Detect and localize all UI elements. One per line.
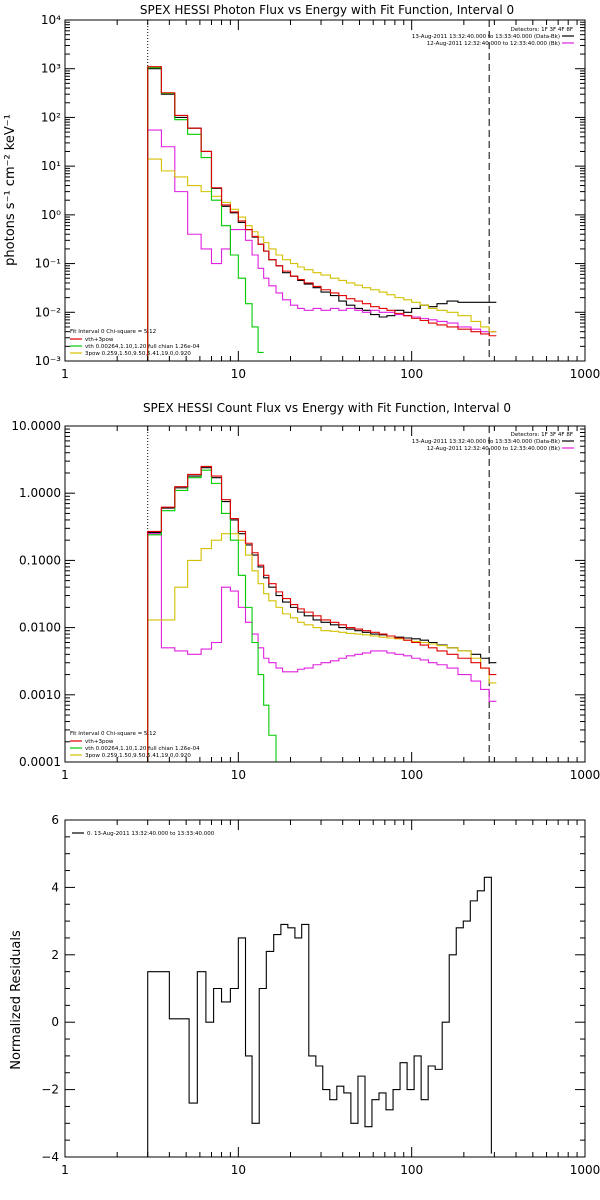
x-tick-label: 10 [231,768,246,782]
legend-data-label: 13-Aug-2011 13:32:40.000 to 13:33:40.000… [412,439,560,445]
legend-fit-total-label: vth+3pow [85,739,114,745]
fit-info-text: Fit Interval 0 Chi-square = 5.12 [70,731,156,737]
x-tick-label: 100 [400,1163,423,1177]
count-flux-frame [64,425,586,763]
y-tick-label: 0.0001 [19,755,61,769]
count-flux-ticks: 1 10 100 1000 0.0001 0.0010 0.0100 0.1000 1.0000… [11,419,600,782]
series-vth-line [147,67,264,361]
count-flux-detectors: Detectors: 1F 3F 4F 8F [511,432,573,438]
residuals-panel: Normalized Residuals 1 10 100 1000−4−20246 … [9,813,600,1177]
legend-fit-total-label: vth+3pow [85,337,114,343]
y-tick-label: 0 [51,1015,59,1029]
count-flux-panel: SPEX HESSI Count Flux vs Energy with Fit… [11,401,600,782]
x-tick-label: 100 [400,367,423,381]
photon-flux-title: SPEX HESSI Photon Flux vs Energy with Fi… [140,3,514,17]
photon-flux-panel: SPEX HESSI Photon Flux vs Energy with Fi… [3,3,600,381]
legend-bk-label: 12-Aug-2011 12:32:40.000 to 12:33:40.000… [427,446,560,452]
legend-fit-vth-label: vth 0.00264,1.10,1.20 full chian 1.26e-0… [85,344,200,350]
y-tick-label: 6 [51,813,59,827]
y-tick-label: 10¹ [41,159,61,173]
legend-fit-3pow-label: 3pow 0.259,1.50,9.50,5.41,19.0,0.920 [85,753,191,759]
series-3pow-line [147,533,497,762]
residuals-legend: 0. 13-Aug-2011 13:32:40.000 to 13:33:40.… [72,831,215,837]
series-12-aug-2011-12-32-40-000-to-12-33-40-000-bk-line [147,129,497,361]
y-tick-label: −2 [41,1083,59,1097]
residuals-ylabel: Normalized Residuals [9,930,24,1070]
y-tick-label: 10⁻² [35,305,62,319]
y-tick-label: 10⁻¹ [35,257,62,271]
series-13-aug-2011-13-32-40-000-to-13-33-40-000-data-bk-line [147,68,497,361]
residuals-line [147,876,492,1157]
legend-fit-vth-label: vth 0.00264,1.10,1.20 full chian 1.26e-0… [85,746,200,752]
fit-info-text: Fit Interval 0 Chi-square = 5.12 [70,329,156,335]
series-vth-3pow-line [147,66,497,361]
photon-flux-plot [147,20,497,361]
residuals-plot [147,876,492,1157]
y-tick-label: 2 [51,948,59,962]
y-tick-label: 0.0010 [19,688,61,702]
count-flux-legend-fit: Fit Interval 0 Chi-square = 5.12 vth+3po… [70,731,200,759]
x-tick-label: 1 [61,768,69,782]
series-vth-3pow-line [147,465,497,762]
photon-flux-detectors: Detectors: 1F 3F 4F 8F [511,27,573,33]
residuals-ticks: 1 10 100 1000 −4 −2 0 2 4 6 [41,813,600,1177]
y-tick-label: 4 [51,880,59,894]
y-tick-label: −4 [41,1150,59,1164]
x-tick-label: 1000 [570,1163,600,1177]
y-tick-label: 10³ [41,62,61,76]
y-tick-label: 1.0000 [19,486,61,500]
residuals-legend-label: 0. 13-Aug-2011 13:32:40.000 to 13:33:40.… [87,831,215,837]
photon-flux-legend-top: 13-Aug-2011 13:32:40.000 to 13:33:40.000… [412,34,574,47]
x-tick-label: 1 [61,367,69,381]
series-vth-line [147,469,283,762]
x-tick-label: 1000 [570,768,600,782]
residuals-frame [64,819,586,1158]
legend-data-label: 13-Aug-2011 13:32:40.000 to 13:33:40.000… [412,34,560,40]
y-tick-label: 10⁰ [41,208,61,222]
y-tick-label: 10² [41,110,61,124]
count-flux-legend-top: 13-Aug-2011 13:32:40.000 to 13:33:40.000… [412,439,574,452]
y-tick-label: 0.1000 [19,553,61,567]
series-3pow-line [147,158,497,361]
y-tick-label: 10⁴ [41,13,61,27]
photon-flux-ticks: 1 10 100 1000 10⁻³ 10⁻² 10⁻¹ 10⁰ 10¹ 10² 10³ 10⁴ [35,13,600,381]
legend-fit-3pow-label: 3pow 0.259,1.50,9.50,5.41,19.0,0.920 [85,351,191,357]
y-tick-label: 10.0000 [11,419,61,433]
photon-flux-legend-fit: Fit Interval 0 Chi-square = 5.12 vth+3po… [70,329,200,357]
x-tick-label: 10 [231,367,246,381]
count-flux-title: SPEX HESSI Count Flux vs Energy with Fit… [143,401,511,415]
legend-bk-label: 12-Aug-2011 12:32:40.000 to 12:33:40.000… [427,41,560,47]
photon-flux-frame [64,19,586,362]
count-flux-plot [147,426,497,762]
x-tick-label: 100 [400,768,423,782]
x-tick-label: 1 [61,1163,69,1177]
y-tick-label: 10⁻³ [35,354,62,368]
y-tick-label: 0.0100 [19,621,61,635]
series-12-aug-2011-12-32-40-000-to-12-33-40-000-bk-line [147,533,497,762]
photon-flux-ylabel: photons s⁻¹ cm⁻² keV⁻¹ [3,114,18,266]
x-tick-label: 10 [231,1163,246,1177]
series-13-aug-2011-13-32-40-000-to-13-33-40-000-data-bk-line [147,467,497,762]
x-tick-label: 1000 [570,367,600,381]
